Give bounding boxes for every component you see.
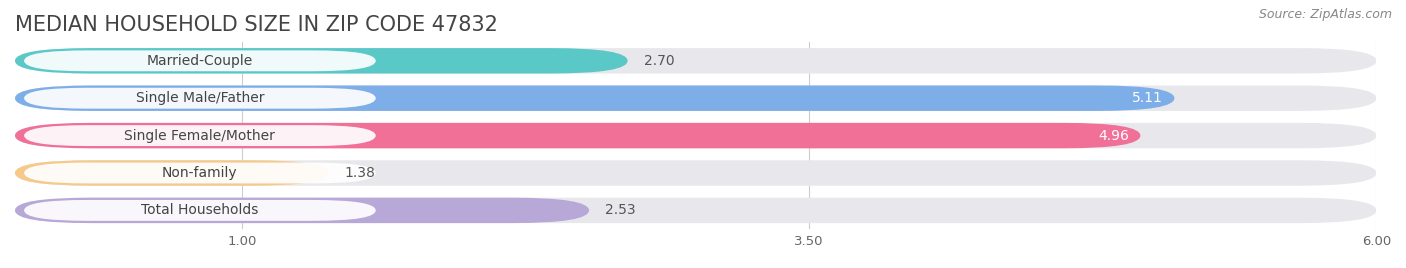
Text: Total Households: Total Households [141, 203, 259, 217]
Text: Single Female/Mother: Single Female/Mother [125, 129, 276, 143]
FancyBboxPatch shape [15, 198, 589, 223]
FancyBboxPatch shape [24, 50, 375, 71]
FancyBboxPatch shape [15, 160, 1376, 186]
FancyBboxPatch shape [15, 123, 1140, 148]
FancyBboxPatch shape [24, 125, 375, 146]
FancyBboxPatch shape [15, 123, 1376, 148]
Text: 5.11: 5.11 [1132, 91, 1163, 105]
Text: Married-Couple: Married-Couple [146, 54, 253, 68]
Text: 1.38: 1.38 [344, 166, 375, 180]
FancyBboxPatch shape [15, 85, 1174, 111]
Text: Non-family: Non-family [162, 166, 238, 180]
Text: 2.70: 2.70 [644, 54, 673, 68]
Text: Single Male/Father: Single Male/Father [135, 91, 264, 105]
FancyBboxPatch shape [24, 200, 375, 221]
FancyBboxPatch shape [24, 88, 375, 109]
Text: Source: ZipAtlas.com: Source: ZipAtlas.com [1258, 8, 1392, 21]
FancyBboxPatch shape [15, 85, 1376, 111]
FancyBboxPatch shape [15, 48, 1376, 73]
Text: 2.53: 2.53 [605, 203, 636, 217]
FancyBboxPatch shape [15, 48, 627, 73]
Text: MEDIAN HOUSEHOLD SIZE IN ZIP CODE 47832: MEDIAN HOUSEHOLD SIZE IN ZIP CODE 47832 [15, 15, 498, 35]
Text: 4.96: 4.96 [1098, 129, 1129, 143]
FancyBboxPatch shape [24, 163, 375, 183]
FancyBboxPatch shape [15, 160, 328, 186]
FancyBboxPatch shape [15, 198, 1376, 223]
